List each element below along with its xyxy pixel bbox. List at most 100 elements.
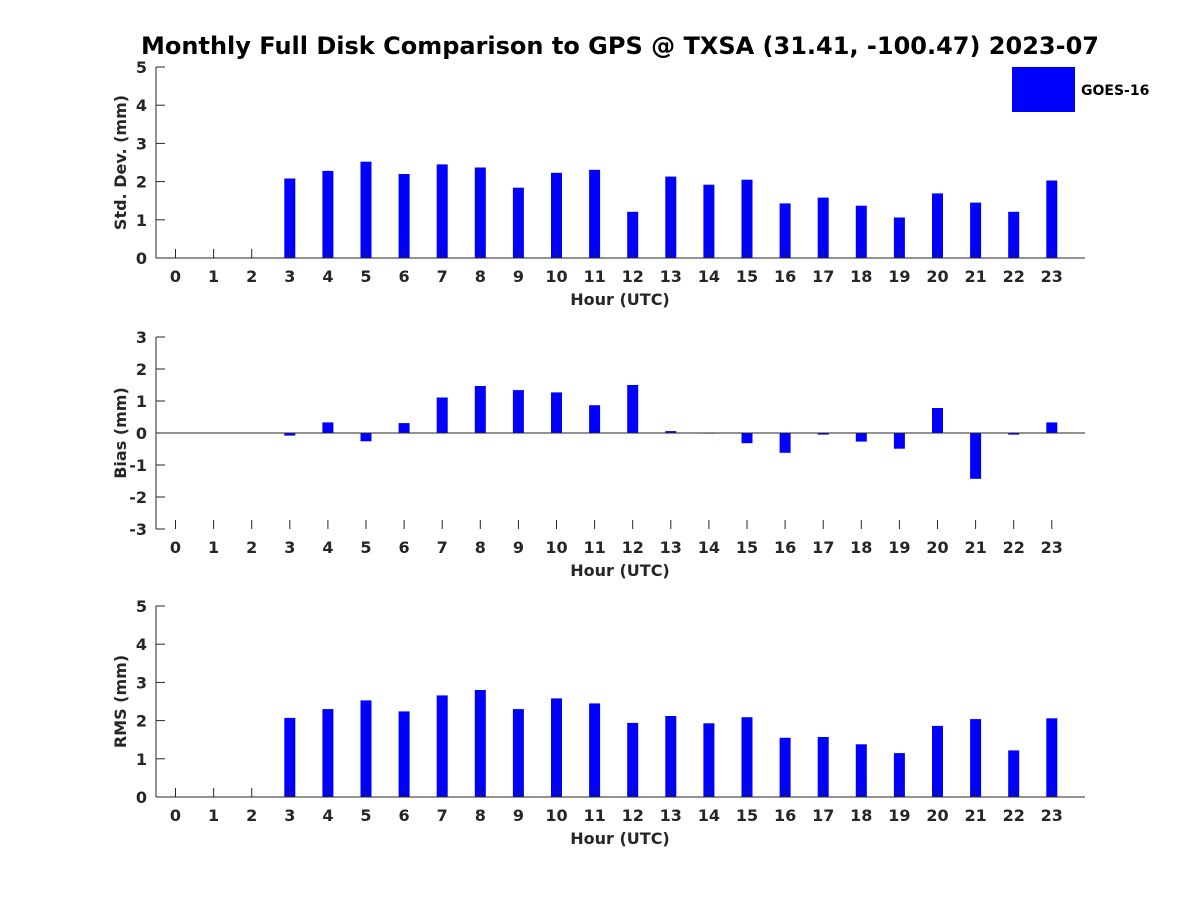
x-axis-label: Hour (UTC) (570, 561, 670, 580)
x-tick-label: 21 (964, 267, 986, 286)
y-tick-label: 0 (136, 788, 147, 807)
x-tick-label: 16 (774, 267, 796, 286)
y-tick-label: 5 (136, 58, 147, 77)
x-tick-label: 14 (698, 806, 720, 825)
x-tick-label: 22 (1003, 267, 1025, 286)
x-tick-label: 0 (170, 538, 181, 557)
bar-p3-hour-14 (703, 723, 715, 797)
x-tick-label: 1 (208, 538, 219, 557)
x-tick-label: 15 (736, 267, 758, 286)
x-tick-label: 5 (360, 806, 371, 825)
x-tick-label: 23 (1041, 806, 1063, 825)
bar-p2-hour-6 (398, 423, 410, 433)
y-tick-label: 1 (136, 750, 147, 769)
x-tick-label: 9 (513, 538, 524, 557)
bar-p2-hour-15 (741, 433, 753, 444)
x-tick-label: 11 (583, 806, 605, 825)
x-tick-label: 19 (888, 806, 910, 825)
bar-p1-hour-10 (551, 172, 562, 258)
bar-p3-hour-17 (817, 737, 829, 797)
x-tick-label: 5 (360, 267, 371, 286)
bar-p1-hour-19 (893, 217, 905, 258)
bar-p1-hour-6 (398, 174, 410, 258)
y-tick-label: 0 (136, 424, 147, 443)
bar-p3-hour-23 (1046, 718, 1058, 797)
x-tick-label: 13 (660, 806, 682, 825)
x-tick-label: 20 (926, 538, 948, 557)
x-tick-label: 2 (246, 267, 257, 286)
bar-p3-hour-10 (551, 698, 562, 797)
x-tick-label: 0 (170, 806, 181, 825)
bar-p1-hour-7 (436, 164, 448, 258)
x-tick-label: 20 (926, 267, 948, 286)
bar-p2-hour-22 (1008, 433, 1020, 435)
x-tick-label: 21 (964, 806, 986, 825)
x-tick-label: 0 (170, 267, 181, 286)
bar-p1-hour-4 (322, 170, 334, 258)
y-tick-label: 3 (136, 673, 147, 692)
y-tick-label: 1 (136, 211, 147, 230)
x-tick-label: 10 (545, 267, 567, 286)
x-tick-label: 18 (850, 806, 872, 825)
x-tick-label: 11 (583, 267, 605, 286)
y-tick-label: 4 (136, 96, 147, 115)
bar-p2-hour-13 (665, 431, 677, 433)
bar-p3-hour-13 (665, 716, 677, 797)
y-tick-label: 4 (136, 635, 147, 654)
bar-p3-hour-6 (398, 711, 410, 797)
bar-p3-hour-16 (779, 737, 791, 797)
x-tick-label: 16 (774, 806, 796, 825)
bar-p2-hour-12 (627, 385, 639, 433)
x-tick-label: 9 (513, 267, 524, 286)
x-tick-label: 6 (399, 267, 410, 286)
y-axis-label: RMS (mm) (111, 655, 130, 748)
bar-p1-hour-23 (1046, 180, 1058, 258)
y-tick-label: 5 (136, 597, 147, 616)
bar-p2-hour-18 (855, 433, 867, 442)
bar-p3-hour-19 (893, 753, 905, 797)
x-tick-label: 12 (622, 806, 644, 825)
chart-title: Monthly Full Disk Comparison to GPS @ TX… (141, 32, 1099, 60)
bar-p1-hour-22 (1008, 211, 1020, 258)
bar-p2-hour-17 (817, 433, 829, 435)
x-tick-label: 18 (850, 267, 872, 286)
bar-p3-hour-4 (322, 709, 334, 797)
y-tick-label: 2 (136, 173, 147, 192)
bar-p2-hour-11 (589, 405, 601, 433)
x-tick-label: 10 (545, 538, 567, 557)
x-tick-label: 4 (322, 538, 333, 557)
legend-swatch (1012, 67, 1075, 112)
bar-p2-hour-21 (970, 433, 982, 479)
bar-p2-hour-3 (284, 433, 296, 436)
bar-p1-hour-15 (741, 179, 753, 258)
x-tick-label: 18 (850, 538, 872, 557)
x-tick-label: 7 (437, 267, 448, 286)
bar-p3-hour-22 (1008, 750, 1020, 797)
x-tick-label: 15 (736, 538, 758, 557)
bar-p3-hour-8 (474, 690, 486, 797)
bar-p3-hour-21 (970, 719, 982, 797)
bar-p1-hour-12 (627, 211, 639, 258)
x-tick-label: 5 (360, 538, 371, 557)
y-axis-label: Std. Dev. (mm) (111, 95, 130, 230)
bar-p2-hour-10 (551, 392, 562, 433)
y-tick-label: -3 (129, 520, 147, 539)
bar-p2-hour-23 (1046, 422, 1058, 433)
x-tick-label: 1 (208, 806, 219, 825)
y-tick-label: 2 (136, 360, 147, 379)
legend: GOES-16 (1012, 67, 1149, 112)
x-tick-label: 12 (622, 267, 644, 286)
y-axis-label: Bias (mm) (111, 387, 130, 479)
bar-p1-hour-17 (817, 197, 829, 258)
y-tick-label: 3 (136, 328, 147, 347)
x-tick-label: 8 (475, 806, 486, 825)
x-tick-label: 3 (284, 806, 295, 825)
bar-p2-hour-19 (893, 433, 905, 449)
x-tick-label: 23 (1041, 538, 1063, 557)
bar-p3-hour-20 (932, 725, 943, 797)
bar-p1-hour-13 (665, 176, 677, 258)
